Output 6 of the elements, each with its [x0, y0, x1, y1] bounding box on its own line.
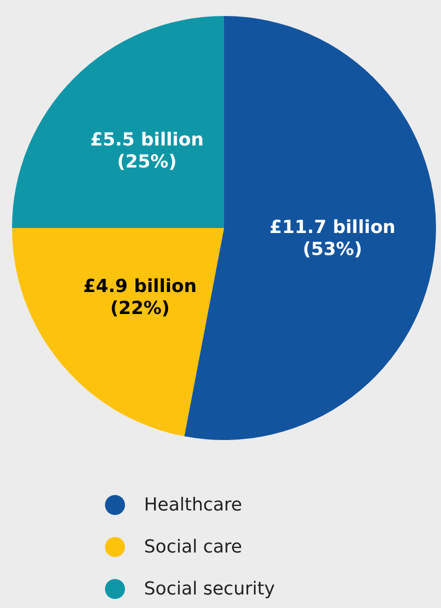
- legend-label: Healthcare: [144, 494, 242, 516]
- data-label: £11.7 billion (53%): [270, 216, 396, 260]
- data-label: £4.9 billion (22%): [83, 276, 197, 319]
- legend-label: Social security: [144, 578, 276, 600]
- legend-label: Social care: [144, 536, 242, 558]
- data-label: £5.5 billion (25%): [90, 129, 204, 172]
